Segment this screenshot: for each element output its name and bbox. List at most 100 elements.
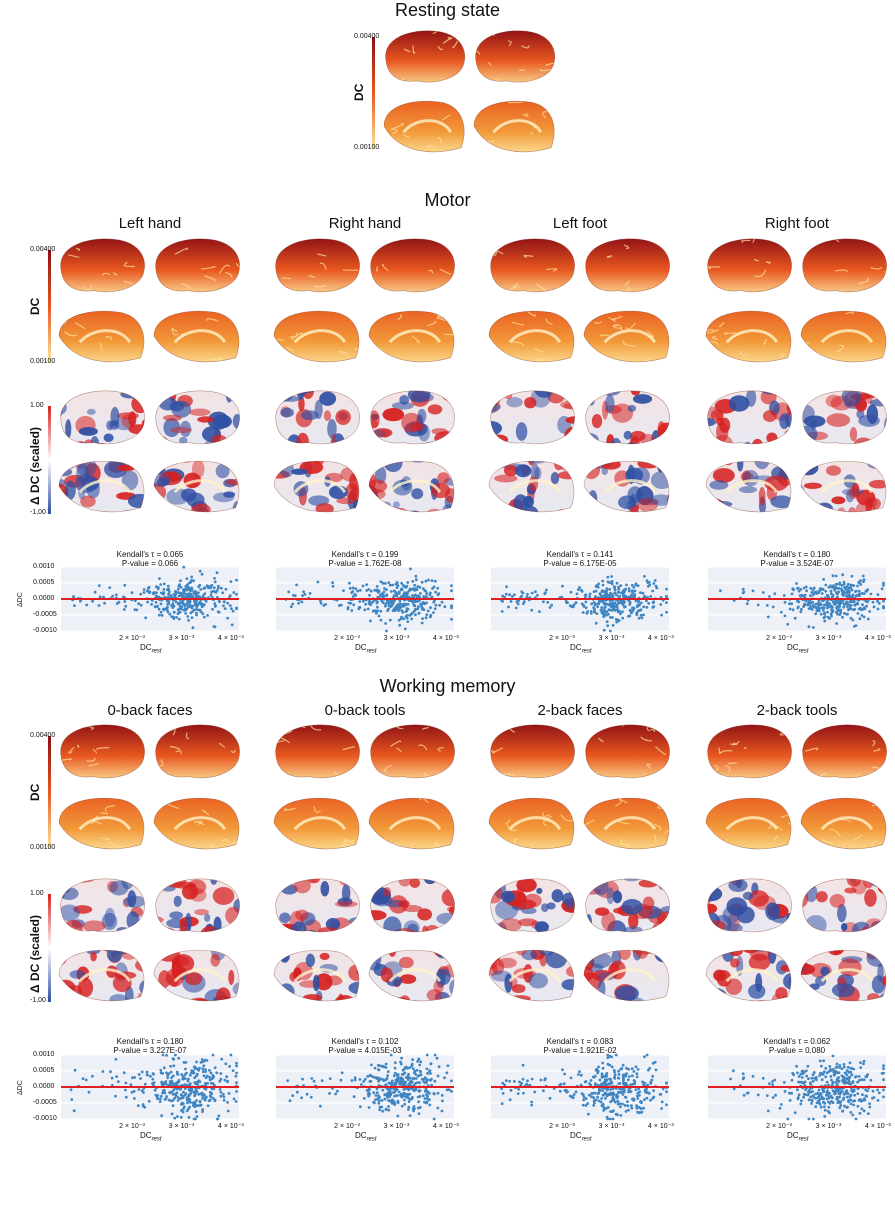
- wm-col-title-1: 0-back tools: [324, 702, 406, 719]
- wm-2-point: [614, 1053, 618, 1057]
- motor-2-point: [647, 602, 651, 605]
- wm-2-point: [665, 1090, 668, 1094]
- motor-1-point: [396, 605, 400, 609]
- wm-0-xlabel-sub: rest: [151, 1136, 162, 1143]
- wm-3-point: [804, 1088, 808, 1092]
- wm-1-point: [288, 1099, 292, 1103]
- motor-0-point: [226, 616, 230, 620]
- wm-0-point: [161, 1053, 165, 1057]
- motor-col-title-0: Left hand: [118, 215, 182, 232]
- wm-1-point: [436, 1091, 440, 1095]
- wm-0-point: [167, 1072, 171, 1076]
- motor-3-point: [805, 589, 808, 593]
- wm-3-point: [816, 1091, 820, 1095]
- wm-1-point: [387, 1088, 391, 1092]
- wm-2-point: [619, 1114, 623, 1117]
- motor-1-point: [450, 589, 453, 593]
- motor-2-point: [601, 610, 605, 614]
- motor-delta-colorbar-max: 1.00: [30, 402, 44, 409]
- wm-0-point: [226, 1080, 229, 1084]
- wm-2-point: [609, 1082, 612, 1085]
- wm-1-xlabel-sub: rest: [366, 1136, 377, 1143]
- wm-p-value-0: P-value = 3.227E-07: [113, 1046, 187, 1055]
- motor-3-point: [882, 605, 885, 608]
- wm-1-point: [411, 1096, 414, 1099]
- wm-0-point: [206, 1104, 210, 1108]
- motor-0-point: [193, 603, 197, 607]
- wm-3-point: [866, 1073, 869, 1076]
- wm-1-point: [412, 1109, 415, 1113]
- wm-0-point: [192, 1071, 196, 1075]
- motor-2-point: [612, 585, 616, 588]
- motor-1-point: [361, 584, 365, 588]
- motor-1-point: [348, 581, 351, 585]
- motor-3-point: [848, 593, 851, 597]
- wm-1-point: [394, 1078, 398, 1082]
- wm-1-point: [407, 1105, 411, 1109]
- motor-1-point: [379, 609, 383, 613]
- wm-dc-medial-2: [488, 797, 670, 850]
- motor-3-point: [849, 595, 853, 599]
- wm-0-point: [154, 1093, 158, 1097]
- wm-1-point: [429, 1078, 432, 1082]
- wm-3-point: [729, 1077, 732, 1081]
- wm-3-point: [822, 1059, 825, 1063]
- motor-1-point: [297, 601, 300, 605]
- wm-3-point: [865, 1075, 869, 1079]
- wm-1-point: [418, 1095, 422, 1098]
- wm-1-point: [385, 1083, 388, 1087]
- wm-1-point: [378, 1108, 382, 1112]
- motor-3-point: [854, 624, 858, 627]
- wm-3-point: [782, 1081, 786, 1084]
- motor-2-point: [627, 614, 630, 618]
- wm-1-point: [421, 1078, 425, 1081]
- motor-0-point: [213, 577, 216, 580]
- wm-2-point: [636, 1091, 640, 1095]
- wm-2-point: [500, 1102, 504, 1106]
- wm-0-xtick-2: 4 × 10⁻³: [218, 1123, 244, 1130]
- motor-3-point: [807, 601, 810, 605]
- motor-3-point: [876, 607, 880, 611]
- motor-3-point: [845, 594, 848, 598]
- wm-2-point: [601, 1061, 605, 1065]
- wm-2-point: [624, 1074, 628, 1078]
- wm-2-point: [525, 1082, 529, 1086]
- wm-1-point: [428, 1103, 432, 1107]
- motor-2-point: [639, 613, 643, 617]
- wm-0-point: [217, 1114, 221, 1118]
- wm-2-xtick-1: 3 × 10⁻³: [598, 1123, 625, 1130]
- motor-1-point: [440, 600, 444, 604]
- motor-3-point: [745, 602, 749, 606]
- wm-0-point: [209, 1071, 213, 1075]
- wm-2-point: [520, 1081, 523, 1085]
- motor-3-point: [793, 616, 797, 620]
- wm-1-point: [437, 1065, 441, 1069]
- motor-1-point: [390, 600, 394, 603]
- motor-3-point: [880, 587, 884, 591]
- motor-2-point: [611, 603, 614, 606]
- motor-3-point: [816, 605, 820, 609]
- wm-1-point: [374, 1094, 378, 1097]
- motor-2-xtick-2: 4 × 10⁻³: [648, 635, 674, 642]
- wm-2-point: [584, 1104, 588, 1107]
- wm-0-point: [69, 1088, 73, 1092]
- motor-0-point: [173, 595, 177, 599]
- wm-2-point: [602, 1106, 606, 1109]
- motor-1-point: [421, 602, 424, 605]
- wm-0-point: [229, 1053, 233, 1057]
- wm-2-point: [621, 1081, 625, 1085]
- wm-2-point: [503, 1083, 507, 1087]
- motor-2-point: [621, 610, 624, 614]
- wm-2-point: [608, 1117, 612, 1121]
- wm-3-point: [824, 1066, 828, 1070]
- motor-1-point: [413, 588, 416, 592]
- wm-1-point: [368, 1088, 371, 1092]
- wm-1-point: [419, 1060, 423, 1064]
- wm-0-point: [173, 1083, 177, 1086]
- wm-3-point: [827, 1100, 830, 1104]
- motor-2-point: [510, 595, 514, 598]
- wm-3-point: [859, 1061, 862, 1064]
- motor-2-point: [509, 600, 513, 603]
- motor-dc-medial-2: [488, 310, 670, 363]
- wm-0-point: [219, 1090, 223, 1094]
